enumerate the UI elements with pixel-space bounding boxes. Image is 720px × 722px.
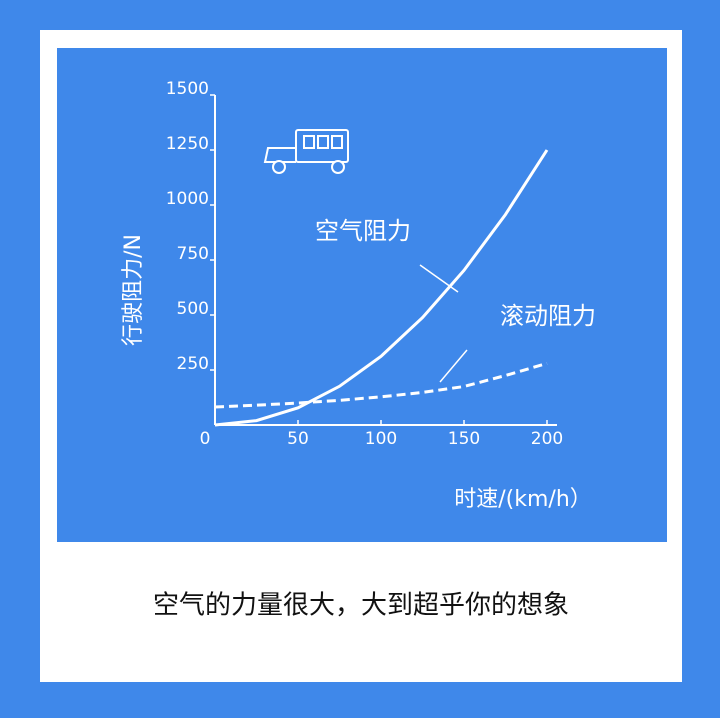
y-tick-label: 750 <box>177 244 209 264</box>
x-tick-label: 200 <box>531 429 563 449</box>
legend-label: 空气阻力 <box>315 217 411 245</box>
y-axis-label: 行驶阻力/N <box>121 234 146 346</box>
y-tick-label: 1000 <box>166 189 209 209</box>
x-tick-label: 0 <box>200 429 211 449</box>
chart-area <box>57 48 667 542</box>
car-icon <box>263 129 349 174</box>
x-tick-label: 100 <box>365 429 397 449</box>
leader-line <box>439 349 468 383</box>
x-tick-label: 150 <box>448 429 480 449</box>
y-tick-label: 1500 <box>166 79 209 99</box>
y-tick-label: 1250 <box>166 134 209 154</box>
y-tick-label: 500 <box>177 299 209 319</box>
x-tick-label: 50 <box>287 429 309 449</box>
data-line <box>214 149 549 427</box>
x-axis-label: 时速/(km/h） <box>454 487 592 512</box>
legend-label: 滚动阻力 <box>500 302 596 330</box>
caption: 空气的力量很大，大到超乎你的想象 <box>153 591 569 621</box>
y-tick-label: 250 <box>177 354 209 374</box>
leader-line <box>419 264 459 293</box>
